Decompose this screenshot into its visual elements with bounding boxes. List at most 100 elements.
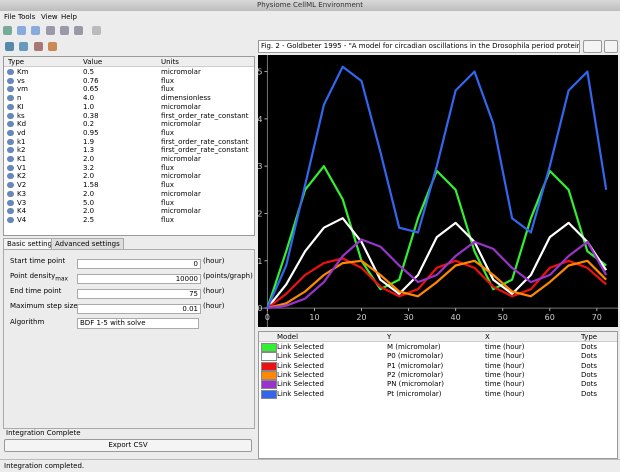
label-text: Start time point — [10, 257, 66, 265]
cell: time (hour) — [485, 352, 525, 361]
cell[interactable]: Link Selected — [277, 370, 324, 379]
cell[interactable]: 2.0 — [83, 189, 95, 198]
cell: first_order_rate_constant — [161, 146, 249, 155]
cell[interactable]: 0.2 — [83, 120, 95, 129]
zoom-button[interactable] — [604, 40, 618, 53]
cell[interactable]: Link Selected — [277, 352, 324, 361]
swatch[interactable] — [261, 352, 277, 362]
icon[interactable] — [5, 42, 14, 51]
column-header: Value — [83, 58, 103, 66]
menu-item[interactable]: View — [41, 13, 58, 21]
cell[interactable]: 2.0 — [83, 172, 95, 181]
icon[interactable] — [92, 26, 101, 35]
cell: Dots — [581, 361, 598, 370]
cell[interactable]: Link Selected — [277, 343, 324, 351]
cell: flux — [161, 128, 174, 137]
row-icon — [7, 138, 14, 145]
cell: time (hour) — [485, 380, 525, 389]
cell: KI — [17, 102, 24, 111]
cell: ks — [17, 111, 25, 120]
x-tick-label: 60 — [545, 313, 555, 322]
dropdown-button[interactable] — [583, 40, 602, 53]
cell: Dots — [581, 370, 598, 379]
icon[interactable] — [34, 42, 43, 51]
cell: first_order_rate_constant — [161, 111, 249, 120]
cell[interactable]: 0.95 — [83, 128, 99, 137]
row-icon — [7, 190, 14, 197]
swatch[interactable] — [261, 361, 277, 371]
cell[interactable]: 4.0 — [83, 94, 95, 103]
table-header — [259, 332, 617, 342]
legend-entry: PN (micromolar) — [387, 380, 444, 389]
icon[interactable] — [46, 26, 55, 35]
series-line — [267, 259, 607, 310]
integration-status: Integration Complete — [6, 429, 81, 437]
icon[interactable] — [48, 42, 57, 51]
cell[interactable]: Link Selected — [277, 380, 324, 389]
icon[interactable] — [3, 26, 12, 35]
icon[interactable] — [31, 26, 40, 35]
legend-entry: P0 (micromolar) — [387, 352, 444, 361]
parameter-table: Type Value Units Km 0.5 micromolar vs 0.76 flux v… — [3, 56, 255, 236]
icon[interactable] — [60, 26, 69, 35]
icon[interactable] — [74, 26, 83, 35]
menu-item[interactable]: File — [4, 13, 16, 21]
swatch[interactable] — [261, 380, 277, 390]
cell[interactable]: 0.76 — [83, 76, 99, 85]
cell: Dots — [581, 352, 598, 361]
cell[interactable]: 1.0 — [83, 102, 95, 111]
text-field[interactable]: 0.01 — [77, 304, 201, 314]
field-value: 0 — [193, 260, 198, 268]
cell[interactable]: 0.65 — [83, 85, 99, 94]
setting-label: Algorithm — [10, 318, 45, 326]
column-header: Type — [8, 58, 25, 66]
cell[interactable]: 2.0 — [83, 155, 95, 163]
cell[interactable]: 1.58 — [83, 181, 99, 190]
cell[interactable]: 2.0 — [83, 207, 95, 216]
row-icon — [7, 182, 14, 189]
export-button[interactable]: Export CSV — [4, 439, 252, 452]
setting-label: Start time point — [10, 257, 65, 265]
cell[interactable]: Link Selected — [277, 389, 324, 398]
window-title: Physiome CellML Environment — [257, 1, 363, 9]
series-line — [266, 165, 607, 309]
cell: V2 — [17, 181, 27, 190]
row-icon — [7, 69, 14, 75]
text-field[interactable]: 0 — [77, 259, 201, 269]
algorithm-select[interactable]: BDF 1-5 with solve — [77, 318, 199, 329]
cell[interactable]: 0.5 — [83, 68, 95, 76]
figure-select-text: Fig. 2 - Goldbeter 1995 - "A model for c… — [261, 42, 580, 50]
menu-item[interactable]: Help — [61, 13, 77, 21]
legend-entry: M (micromolar) — [387, 343, 441, 351]
text-field[interactable]: 75 — [77, 289, 201, 299]
cell[interactable]: 1.3 — [83, 146, 95, 155]
y-tick-label: 5 — [258, 68, 262, 77]
cell[interactable]: 5.0 — [83, 198, 95, 207]
row-icon — [7, 95, 14, 102]
cell[interactable]: 0.38 — [83, 111, 99, 120]
cell: micromolar — [161, 102, 201, 111]
cell[interactable]: 3.2 — [83, 163, 95, 172]
swatch[interactable] — [261, 370, 277, 380]
column-header: Y — [387, 333, 392, 341]
text-field[interactable]: 10000 — [77, 274, 201, 284]
swatch[interactable] — [261, 343, 277, 352]
label-text: End time point — [10, 287, 62, 295]
status-text: Integration completed. — [4, 462, 85, 470]
cell: flux — [161, 163, 174, 172]
figure-select[interactable]: Fig. 2 - Goldbeter 1995 - "A model for c… — [258, 40, 580, 53]
x-tick-label: 40 — [451, 313, 461, 322]
column-header: Model — [277, 333, 299, 341]
icon[interactable] — [19, 42, 28, 51]
x-tick-label: 50 — [498, 313, 508, 322]
setting-label: Point densitymax — [10, 272, 68, 282]
menu-item[interactable]: Tools — [18, 13, 36, 21]
icon[interactable] — [17, 26, 26, 35]
cell[interactable]: 2.5 — [83, 215, 95, 224]
cell: time (hour) — [485, 370, 525, 379]
cell[interactable]: 1.9 — [83, 137, 95, 146]
swatch[interactable] — [261, 389, 277, 399]
cell: K3 — [17, 189, 27, 198]
cell: flux — [161, 198, 174, 207]
cell[interactable]: Link Selected — [277, 361, 324, 370]
